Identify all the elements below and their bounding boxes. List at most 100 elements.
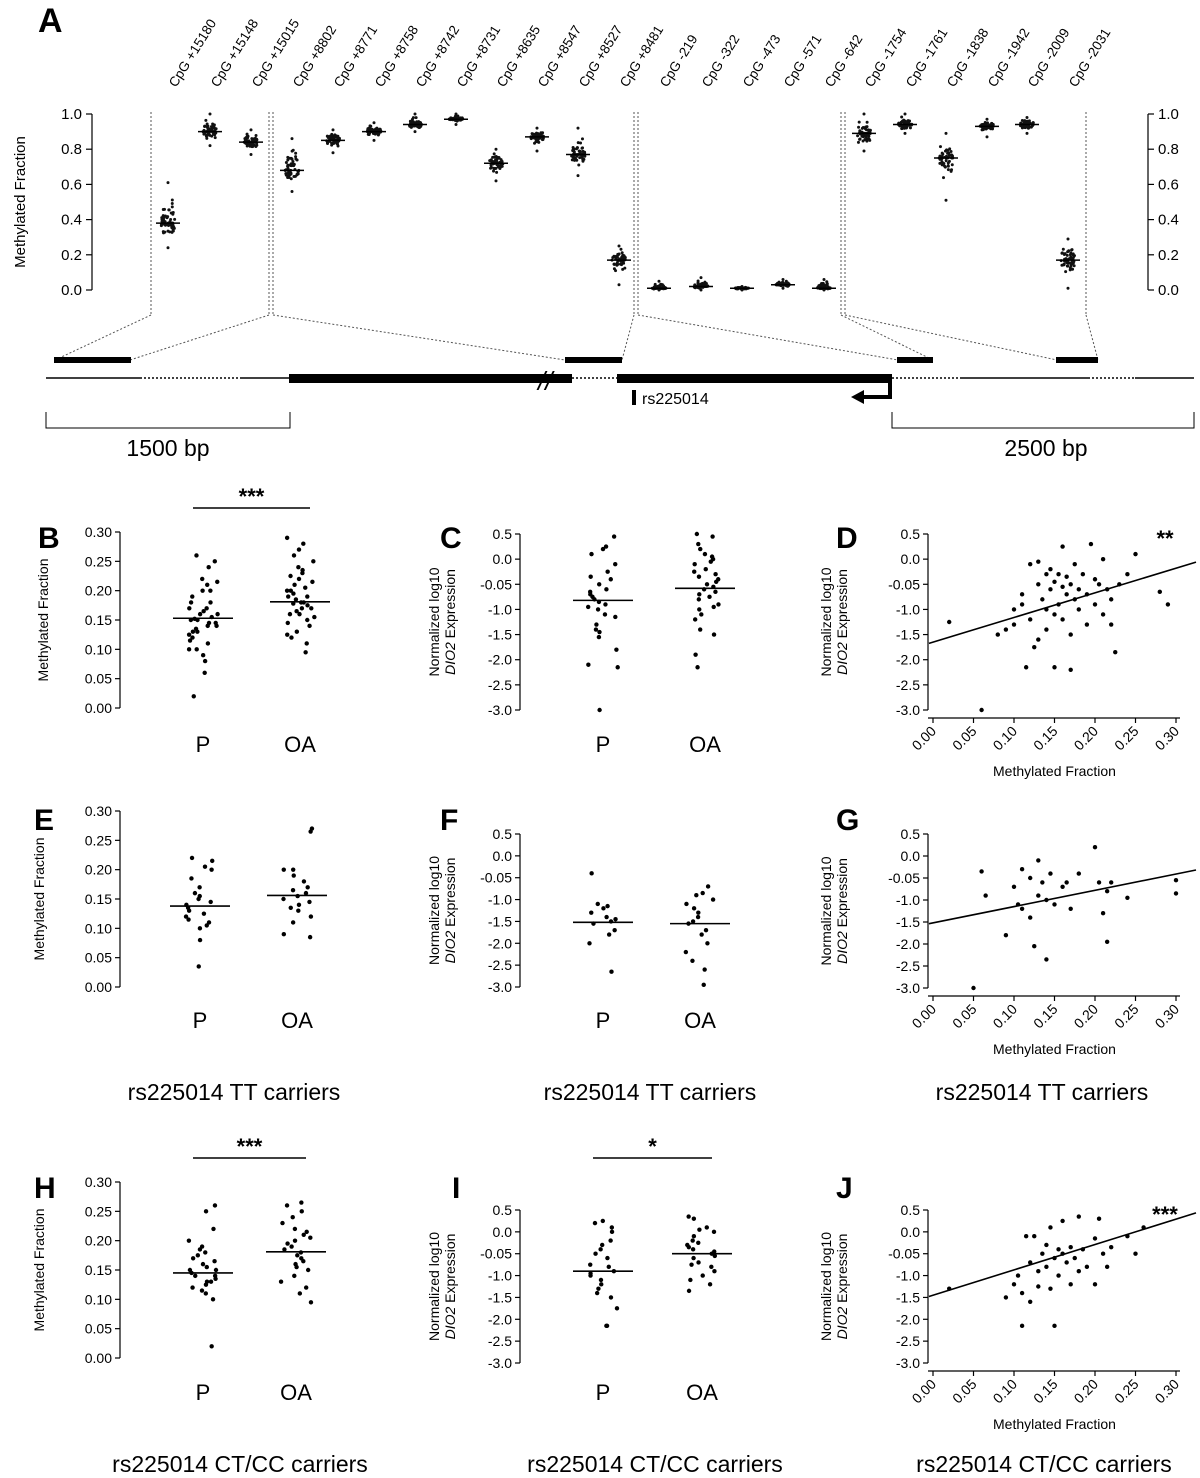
data-point [822,277,826,281]
data-point [171,223,175,227]
zoom-line [840,314,934,361]
group-oa: OA [672,1214,732,1405]
data-point [609,1225,615,1230]
data-point [213,1267,219,1273]
data-point [284,172,288,176]
y-tick-label: -2.5 [488,677,512,693]
data-point [296,576,302,582]
y-axis-label-line1: Normalized log10 [426,1232,442,1341]
data-point [697,592,702,597]
y-tick-label: 0.0 [493,551,513,567]
data-point [290,867,296,872]
data-point [705,941,710,946]
panel-letter: H [34,1172,56,1205]
data-point [589,910,594,915]
data-point [1023,125,1027,129]
data-point [696,1260,701,1265]
data-point [694,531,700,537]
y-axis-label: Normalized log10DIO2 Expression [426,1232,458,1341]
x-tick-label: 0.25 [1111,1001,1142,1032]
data-point [942,176,946,180]
data-point [286,164,290,168]
data-point [303,650,308,655]
data-point [292,175,296,179]
data-point [1032,944,1037,949]
data-point [619,247,623,251]
data-point [291,553,297,558]
y-tick-label: -1.0 [488,1268,512,1284]
data-point [210,134,214,138]
data-point [822,283,826,287]
data-point [950,163,954,167]
data-point [863,138,867,142]
data-point [203,1209,209,1214]
data-point [288,905,293,910]
data-point [570,154,574,158]
data-point [1032,644,1037,650]
zoom-line [272,314,566,361]
data-point [1080,572,1086,577]
data-point [295,1253,300,1258]
data-point [696,1240,701,1245]
data-point [1076,587,1082,592]
data-point [248,144,252,148]
data-point [287,611,293,617]
y-tick-label: -1.0 [896,601,920,617]
data-point [372,138,376,142]
data-point [1044,1242,1049,1248]
data-point [1020,119,1024,123]
data-point [1027,119,1031,123]
data-point [202,864,208,869]
data-point [701,982,706,988]
data-point [1052,1323,1057,1329]
data-point [250,137,254,141]
data-point [1067,249,1071,253]
regression-line [928,561,1197,645]
data-point [1076,871,1082,876]
data-point [1019,1323,1025,1329]
data-point [1063,252,1067,256]
data-point [163,230,167,234]
cpg-label: CpG -1838 [944,26,992,90]
y-tick-label: 0.4 [1158,212,1179,229]
data-point [299,1200,304,1205]
data-point [781,280,785,284]
panel-letter: B [38,522,60,555]
data-point [1104,939,1110,944]
data-point [693,283,697,287]
data-point [291,591,296,596]
data-point [704,1225,709,1230]
data-point [1011,884,1017,889]
data-point [613,614,618,620]
data-point [1092,1282,1098,1287]
data-point [255,137,259,141]
data-point [1100,911,1106,916]
data-point [1060,584,1065,589]
data-point [908,126,912,130]
data-point [206,920,212,925]
panel-c: C 0.5 0.0 -0.05 -1.0 -1.5 -2.0 -2.5 -3.0 Normaliz… [426,522,735,757]
panel-letter: E [34,804,54,837]
data-point [489,159,493,163]
group-label: P [596,1008,611,1033]
data-point [985,135,989,139]
data-point [246,136,250,140]
x-tick-label: 0.05 [949,1376,980,1407]
cpg-column [607,244,631,287]
data-point [596,1286,601,1291]
data-point [971,985,976,991]
data-point [290,137,294,141]
data-point [206,620,212,626]
data-point [294,155,298,159]
data-point [985,117,989,121]
data-point [305,885,310,890]
data-point [1040,880,1045,885]
data-point [1068,1282,1073,1287]
data-point [199,1288,205,1293]
data-point [305,1267,311,1273]
data-point [616,262,620,266]
data-point [1028,1299,1033,1305]
y-tick-label: -0.05 [480,1246,512,1262]
data-point [1092,602,1098,607]
